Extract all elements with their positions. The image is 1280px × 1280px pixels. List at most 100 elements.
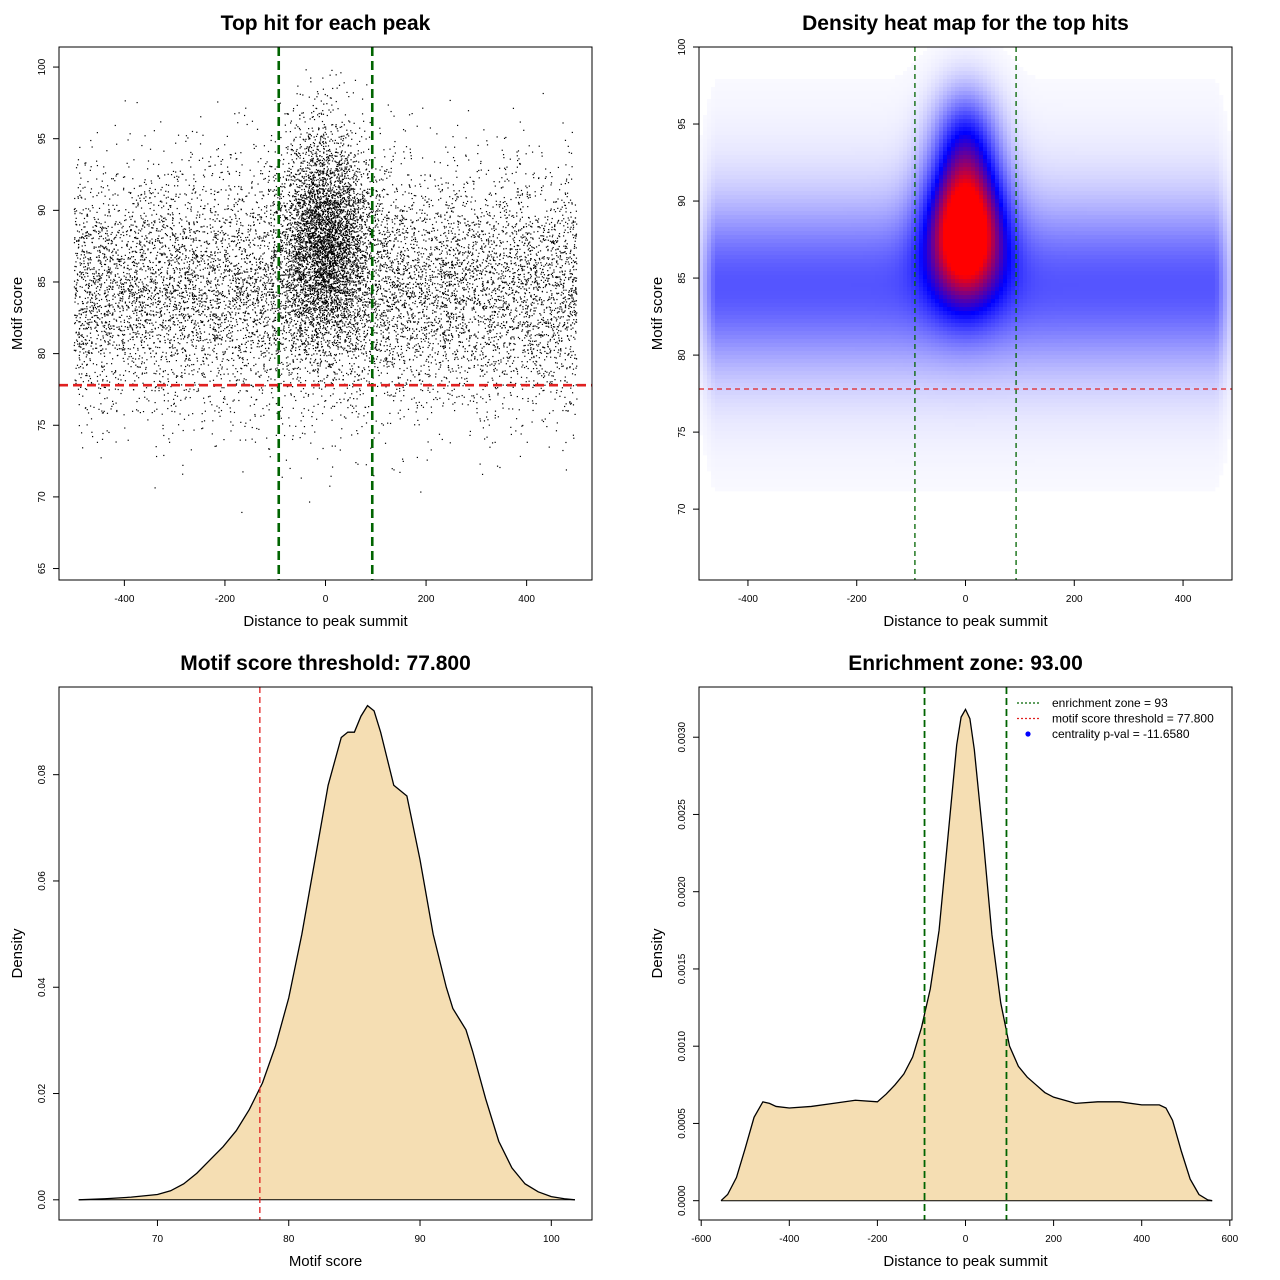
data-point [91, 341, 93, 343]
data-point [421, 390, 424, 392]
data-point [438, 215, 440, 217]
data-point [489, 272, 491, 274]
data-point [329, 211, 331, 213]
data-point [260, 316, 263, 318]
data-point [394, 223, 396, 225]
data-point [290, 153, 292, 156]
data-point [266, 369, 268, 371]
data-point [290, 264, 292, 267]
data-point [339, 277, 341, 279]
data-point [408, 192, 410, 194]
data-point [339, 255, 341, 257]
data-point [331, 466, 334, 468]
data-point [422, 107, 424, 109]
data-point [331, 190, 333, 192]
data-point [315, 226, 317, 228]
data-point [565, 301, 568, 303]
data-point [97, 218, 99, 220]
data-point [399, 286, 401, 288]
data-point [510, 287, 513, 289]
data-point [559, 222, 561, 225]
data-point [512, 214, 514, 217]
data-point [397, 277, 399, 279]
data-point [225, 259, 227, 261]
data-point [264, 206, 266, 208]
data-point [365, 162, 367, 164]
data-point [191, 259, 194, 261]
data-point [201, 226, 203, 228]
data-point [154, 247, 156, 249]
data-point [195, 256, 197, 258]
data-point [330, 328, 332, 330]
data-point [429, 265, 431, 267]
data-point [267, 380, 269, 382]
data-point [325, 160, 327, 162]
data-point [209, 165, 212, 167]
data-point [476, 241, 478, 243]
data-point [342, 239, 344, 241]
data-point [184, 335, 186, 337]
data-point [361, 425, 363, 428]
data-point [201, 413, 203, 415]
data-point [305, 221, 308, 224]
data-point [359, 283, 362, 285]
data-point [219, 276, 221, 278]
data-point [562, 235, 565, 237]
data-point [276, 246, 278, 248]
data-point [385, 314, 387, 316]
data-point [454, 358, 456, 361]
data-point [107, 326, 110, 328]
data-point [376, 385, 379, 388]
data-point [322, 324, 325, 327]
data-point [299, 267, 301, 269]
data-point [444, 304, 447, 306]
data-point [175, 314, 177, 316]
data-point [249, 299, 251, 301]
data-point [374, 332, 376, 334]
data-point [519, 455, 521, 458]
data-point [404, 191, 406, 193]
data-point [463, 259, 465, 262]
data-point [288, 253, 290, 255]
data-point [490, 278, 492, 281]
data-point [353, 354, 355, 356]
data-point [507, 357, 509, 359]
data-point [190, 166, 192, 168]
data-point [246, 297, 248, 300]
data-point [337, 267, 339, 269]
data-point [204, 301, 207, 303]
data-point [573, 269, 575, 271]
data-point [357, 280, 360, 282]
data-point [131, 197, 133, 199]
data-point [113, 278, 115, 281]
data-point [104, 246, 106, 249]
data-point [524, 344, 526, 347]
data-point [547, 352, 549, 355]
data-point [316, 253, 318, 255]
data-point [102, 366, 104, 368]
data-point [210, 251, 212, 253]
data-point [329, 140, 331, 142]
data-point [374, 322, 376, 324]
data-point [224, 350, 226, 353]
data-point [403, 236, 406, 238]
data-point [550, 250, 552, 252]
data-point [347, 292, 349, 294]
data-point [297, 230, 299, 232]
data-point [281, 343, 283, 346]
data-point [518, 264, 520, 267]
data-point [337, 298, 339, 300]
data-point [220, 160, 222, 162]
data-point [217, 248, 220, 250]
data-point [74, 342, 76, 344]
data-point [249, 253, 252, 256]
data-point [163, 205, 165, 207]
data-point [75, 314, 77, 316]
data-point [574, 235, 576, 237]
data-point [298, 247, 300, 250]
data-point [310, 185, 312, 187]
data-point [419, 287, 421, 290]
data-point [339, 175, 341, 177]
data-point [358, 239, 360, 242]
data-point [128, 290, 130, 292]
